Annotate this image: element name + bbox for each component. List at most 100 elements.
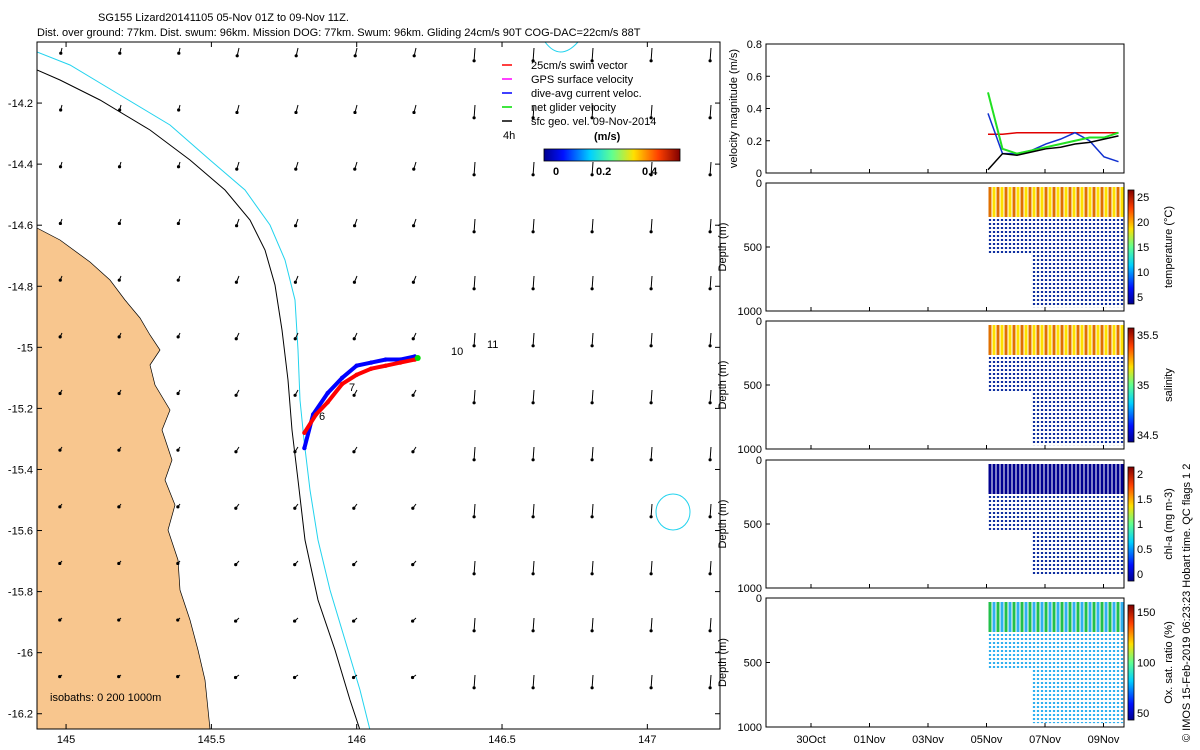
- profile-surface: [1036, 325, 1040, 355]
- current-vector-head: [412, 54, 416, 58]
- current-vector-head: [531, 515, 535, 519]
- profile-surface: [1108, 464, 1112, 494]
- legend-cbar-tick-0: 0: [553, 166, 559, 178]
- current-vector-head: [531, 116, 535, 120]
- current-vector-head: [234, 563, 238, 567]
- current-vector-head: [234, 393, 238, 397]
- current-vector-head: [293, 450, 297, 454]
- track-point: [383, 357, 388, 362]
- profile-surface: [1012, 602, 1016, 632]
- track-series-0: [302, 354, 416, 449]
- colorbar-bar: [1127, 189, 1135, 305]
- current-vector: [591, 218, 594, 232]
- current-vector-head: [177, 51, 181, 55]
- panel-ylabel: velocity magnitude (m/s): [728, 49, 740, 168]
- current-vector-head: [708, 401, 712, 405]
- current-vector-head: [353, 110, 357, 115]
- current-vector-head: [117, 335, 121, 339]
- profile-surface: [1020, 325, 1024, 355]
- colorbar-oxygen: 150 100 50 Ox. sat. ratio (%): [1127, 604, 1175, 721]
- current-vector: [591, 47, 594, 61]
- isobath-200: [37, 69, 361, 729]
- profile-surface: [1036, 187, 1040, 217]
- current-vector-head: [235, 167, 239, 171]
- panel-y-tick-label: 500: [744, 380, 762, 392]
- current-vector-head: [472, 686, 476, 690]
- current-vector-head: [58, 448, 62, 452]
- current-vector-head: [176, 448, 180, 452]
- colorbar-tick-label: 100: [1137, 658, 1155, 670]
- profile-surface: [1016, 602, 1020, 632]
- time-axis-tick-label: 30Oct: [796, 734, 825, 746]
- current-vector: [709, 560, 712, 574]
- panel-y-tick-label: 0: [756, 178, 762, 190]
- track-label-10: 10: [451, 346, 463, 358]
- profile-surface: [1020, 464, 1024, 494]
- profile-surface: [1008, 602, 1012, 632]
- current-vector-head: [292, 675, 297, 680]
- profile-surface: [1056, 602, 1060, 632]
- track-label-11: 11: [487, 339, 498, 351]
- time-axis-tick-label: 09Nov: [1088, 734, 1120, 746]
- profile-surface: [1008, 187, 1012, 217]
- profile-surface: [1060, 187, 1064, 217]
- current-vector-head: [590, 458, 594, 462]
- current-vector: [473, 503, 476, 517]
- current-vector-head: [590, 686, 594, 690]
- current-vector: [709, 446, 712, 460]
- profile-surface: [1080, 187, 1084, 217]
- current-vector: [532, 161, 535, 175]
- time-axis-tick-label: 03Nov: [912, 734, 944, 746]
- current-vector: [473, 674, 476, 688]
- current-vector-head: [590, 230, 594, 234]
- current-vector-head: [649, 572, 653, 576]
- profile-surface: [1004, 325, 1008, 355]
- time-axis-tick-label: 01Nov: [854, 734, 886, 746]
- profile-surface: [1008, 325, 1012, 355]
- profile-surface: [992, 464, 996, 494]
- time-axis-tick-label: 07Nov: [1029, 734, 1061, 746]
- map-y-tick-label: -15.2: [8, 403, 33, 415]
- panel-y-tick-label: 0: [756, 316, 762, 328]
- current-vector: [473, 332, 476, 346]
- profile-surface: [1072, 187, 1076, 217]
- current-vector-head: [117, 278, 121, 282]
- profile-surface: [1064, 464, 1068, 494]
- colorbar-tick-label: 2: [1137, 469, 1143, 481]
- current-vector-head: [412, 110, 416, 115]
- profile-surface: [988, 464, 992, 494]
- current-vector: [473, 161, 476, 175]
- panel-y-tick-label: 1000: [738, 583, 762, 595]
- current-vector: [650, 275, 653, 289]
- current-vector-head: [117, 165, 122, 169]
- current-vector-head: [590, 59, 594, 63]
- velocity-series-2: [987, 92, 1119, 155]
- isobaths-label: isobaths: 0 200 1000m: [50, 692, 161, 704]
- current-vector: [532, 560, 535, 574]
- map-axes: 145 145.5 146 146.5 147 -14.2 -14.4 -14.6 -14.8…: [8, 41, 721, 746]
- map-frame: [36, 41, 721, 730]
- track-end-marker: [414, 355, 421, 362]
- current-vector-head: [352, 506, 356, 510]
- imos-footer: © IMOS 15-Feb-2019 06:23:23 Hobart time.…: [1181, 464, 1193, 742]
- profile-surface: [1076, 602, 1080, 632]
- current-vector: [709, 332, 712, 346]
- profile-surface: [1048, 464, 1052, 494]
- profile-surface: [1000, 325, 1004, 355]
- current-vector-head: [531, 230, 535, 234]
- map-y-tick-label: -15.8: [8, 587, 33, 599]
- track-point: [325, 400, 330, 405]
- current-vector: [650, 218, 653, 232]
- current-vector-head: [59, 51, 63, 55]
- profile-surface: [992, 602, 996, 632]
- current-vector: [591, 104, 594, 118]
- current-vector: [473, 104, 476, 118]
- current-vector-head: [117, 221, 121, 226]
- panel-ylabel: Depth (m): [717, 223, 729, 272]
- panel-frame: [765, 320, 1125, 450]
- current-vector-head: [590, 515, 594, 519]
- current-vector-head: [531, 572, 535, 576]
- profile-surface: [1008, 464, 1012, 494]
- current-vector-head: [352, 450, 356, 454]
- profile-surface: [1056, 325, 1060, 355]
